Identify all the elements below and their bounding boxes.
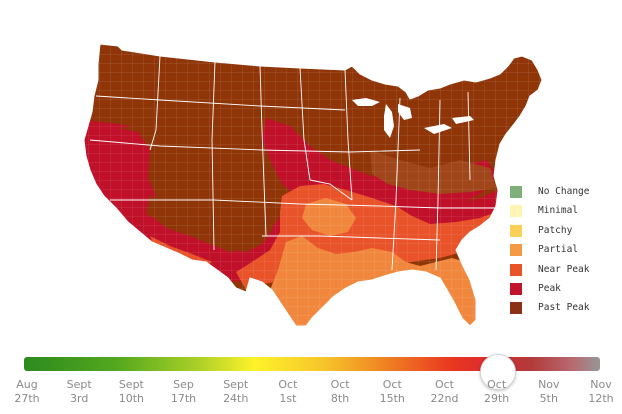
- legend-swatch: [510, 244, 522, 257]
- timeline-slider-track[interactable]: [24, 354, 600, 390]
- us-outline: [83, 43, 543, 327]
- date-month: Aug: [16, 378, 38, 391]
- date-day: 12th: [588, 392, 614, 405]
- date-day: 17th: [170, 392, 197, 405]
- timeline-date-tick[interactable]: Sept 24th: [206, 378, 266, 406]
- timeline-date-tick[interactable]: Nov 12th: [571, 378, 622, 406]
- legend-swatch: [510, 282, 522, 295]
- date-day: 1st: [279, 392, 297, 405]
- great-lakes: [352, 98, 474, 138]
- date-month: Sept: [223, 378, 249, 391]
- timeline-date-tick[interactable]: Oct 8th: [310, 378, 370, 406]
- legend-swatch: [510, 302, 522, 315]
- legend-swatch: [510, 224, 522, 237]
- date-month: Oct: [330, 378, 350, 391]
- legend-label: Minimal: [538, 205, 579, 217]
- legend-swatch: [510, 186, 522, 198]
- timeline-date-tick[interactable]: Oct 22nd: [414, 378, 474, 406]
- legend-swatch: [510, 205, 522, 218]
- legend-label: Past Peak: [538, 302, 590, 314]
- date-day: 3rd: [70, 392, 89, 405]
- legend-label: No Change: [538, 186, 590, 197]
- date-day: 24th: [223, 392, 249, 405]
- legend-label: Peak: [538, 282, 561, 294]
- timeline-date-tick[interactable]: Sep 17th: [154, 378, 214, 406]
- date-day: 22nd: [430, 392, 459, 405]
- timeline-date-tick[interactable]: Aug 27th: [0, 378, 57, 406]
- legend-label: Patchy: [538, 224, 573, 236]
- timeline: Aug 27th Sept 3rd Sept 10th Sep 17th Sept 24th Oct…: [0, 350, 622, 414]
- date-month: Oct: [278, 378, 298, 391]
- timeline-date-tick[interactable]: Nov 5th: [519, 378, 579, 406]
- date-month: Nov: [538, 378, 560, 391]
- date-month: Nov: [590, 378, 612, 391]
- timeline-date-tick[interactable]: Sept 3rd: [49, 378, 109, 406]
- timeline-date-tick[interactable]: Oct 1st: [258, 378, 318, 406]
- state-borders: [89, 55, 496, 271]
- date-month: Oct: [487, 378, 507, 391]
- timeline-date-tick[interactable]: Sept 10th: [101, 378, 161, 406]
- date-month: Sept: [118, 378, 144, 391]
- date-day: 5th: [539, 392, 558, 405]
- timeline-slider-thumb[interactable]: [479, 354, 516, 390]
- date-month: Oct: [382, 378, 402, 391]
- legend-label: Partial: [538, 244, 579, 256]
- legend-label: Near Peak: [538, 263, 590, 275]
- us-map-svg: [83, 43, 543, 327]
- legend-swatch: [510, 263, 522, 276]
- date-day: 8th: [330, 392, 350, 405]
- date-month: Sep: [173, 378, 194, 391]
- date-day: 10th: [118, 392, 144, 405]
- foliage-map: [83, 43, 543, 327]
- date-month: Sept: [66, 378, 92, 391]
- date-day: 27th: [14, 392, 40, 405]
- date-day: 15th: [379, 392, 405, 405]
- timeline-date-tick[interactable]: Oct 15th: [362, 378, 422, 406]
- map-regions: [84, 44, 542, 326]
- date-day: 29th: [483, 392, 510, 405]
- timeline-date-tick[interactable]: Oct 29th: [467, 378, 527, 406]
- date-month: Oct: [434, 378, 454, 391]
